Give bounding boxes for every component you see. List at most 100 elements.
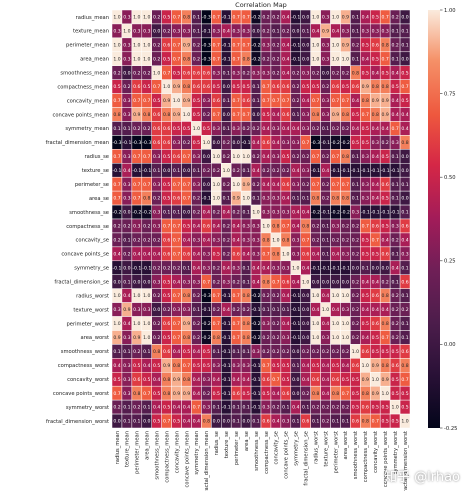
cell-annotation: 0.5 xyxy=(133,363,140,369)
cell-annotation: 0.7 xyxy=(133,98,140,104)
cell-annotation: 0.4 xyxy=(272,140,279,146)
cell-annotation: 0.2 xyxy=(272,168,279,174)
cell-annotation: 0.2 xyxy=(322,405,329,411)
cell-annotation: 0.5 xyxy=(302,84,309,90)
cell-annotation: 0.1 xyxy=(352,154,359,160)
cell-annotation: 0.1 xyxy=(322,126,329,132)
cell-annotation: 0.7 xyxy=(362,224,369,230)
cell-annotation: 0.1 xyxy=(352,56,359,62)
cell-annotation: 0.3 xyxy=(322,112,329,118)
column-label: compactness_worst xyxy=(363,431,369,482)
cell-annotation: 0.0 xyxy=(302,307,309,313)
cell-annotation: 0.3 xyxy=(322,335,329,341)
cell-annotation: 0.5 xyxy=(401,98,408,104)
cell-annotation: 0.1 xyxy=(242,168,249,174)
cell-annotation: 0.2 xyxy=(292,70,299,76)
cell-annotation: 0.7 xyxy=(173,321,180,327)
cell-annotation: 0.4 xyxy=(262,154,269,160)
cell-annotation: 0.0 xyxy=(312,279,319,285)
cell-annotation: -0.2 xyxy=(252,321,261,327)
cell-annotation: 0.7 xyxy=(213,56,220,62)
cell-annotation: 0.0 xyxy=(213,419,220,425)
column-label: perimeter_worst xyxy=(333,431,339,474)
cell-annotation: 0.2 xyxy=(352,251,359,257)
cell-annotation: 0.3 xyxy=(262,321,269,327)
cell-annotation: 0.1 xyxy=(223,126,230,132)
cell-annotation: 0.4 xyxy=(262,182,269,188)
cell-annotation: 0.6 xyxy=(282,112,289,118)
cell-annotation: 0.2 xyxy=(391,335,398,341)
cell-annotation: -0.1 xyxy=(202,307,211,313)
cell-annotation: -0.1 xyxy=(252,307,261,313)
cell-annotation: 0.1 xyxy=(362,265,369,271)
cell-annotation: 0.6 xyxy=(272,84,279,90)
cell-annotation: 0.6 xyxy=(163,251,170,257)
cell-annotation: 0.4 xyxy=(153,405,160,411)
cell-annotation: 1.0 xyxy=(312,293,319,299)
cell-annotation: 0.3 xyxy=(203,251,210,257)
cell-annotation: 0.3 xyxy=(322,98,329,104)
cell-annotation: 0.9 xyxy=(382,112,389,118)
cell-annotation: 0.8 xyxy=(143,196,150,202)
cell-annotation: 0.3 xyxy=(302,168,309,174)
cell-annotation: 0.2 xyxy=(282,168,289,174)
cell-annotation: 1.0 xyxy=(332,335,339,341)
cell-annotation: 0.4 xyxy=(372,307,379,313)
cell-annotation: 0.3 xyxy=(183,29,190,35)
cell-annotation: 0.4 xyxy=(332,29,339,35)
cell-annotation: 0.2 xyxy=(391,321,398,327)
row-label: texture_worst xyxy=(73,307,109,313)
cell-annotation: 1.0 xyxy=(133,42,140,48)
cell-annotation: 0.8 xyxy=(133,391,140,397)
cell-annotation: 0.5 xyxy=(382,70,389,76)
cell-annotation: 0.4 xyxy=(391,98,398,104)
cell-annotation: 0.1 xyxy=(193,307,200,313)
cell-annotation: 0.8 xyxy=(382,84,389,90)
cell-annotation: 1.0 xyxy=(352,349,359,355)
cell-annotation: 0.4 xyxy=(292,210,299,216)
cell-annotation: 0.5 xyxy=(362,251,369,257)
cell-annotation: 0.2 xyxy=(193,42,200,48)
cell-annotation: 0.6 xyxy=(282,391,289,397)
cell-annotation: 0.1 xyxy=(123,419,130,425)
cell-annotation: 0.1 xyxy=(193,168,200,174)
cell-annotation: 0.1 xyxy=(153,168,160,174)
cell-annotation: 0.3 xyxy=(153,154,160,160)
cell-annotation: 0.4 xyxy=(233,377,240,383)
cell-annotation: 0.4 xyxy=(292,168,299,174)
row-label: symmetry_se xyxy=(74,266,109,272)
cell-annotation: 0.1 xyxy=(252,84,259,90)
cell-annotation: 0.1 xyxy=(223,70,230,76)
cell-annotation: 0.7 xyxy=(401,377,408,383)
cell-annotation: 0.0 xyxy=(252,29,259,35)
cell-annotation: 0.8 xyxy=(183,15,190,21)
cell-annotation: 0.3 xyxy=(203,405,210,411)
cell-annotation: 0.0 xyxy=(183,168,190,174)
cell-annotation: 0.1 xyxy=(143,349,150,355)
cell-annotation: 0.2 xyxy=(242,126,249,132)
cell-annotation: 0.2 xyxy=(133,405,140,411)
cell-annotation: 0.7 xyxy=(233,98,240,104)
cell-annotation: 0.1 xyxy=(352,182,359,188)
cell-annotation: 0.3 xyxy=(242,224,249,230)
cell-annotation: 0.3 xyxy=(233,29,240,35)
cell-annotation: 0.2 xyxy=(153,42,160,48)
cell-annotation: 0.2 xyxy=(292,154,299,160)
cell-annotation: 0.9 xyxy=(372,98,379,104)
cell-annotation: 0.3 xyxy=(213,363,220,369)
cell-annotation: 0.3 xyxy=(382,29,389,35)
cell-annotation: 0.9 xyxy=(113,335,120,341)
cell-annotation: 0.5 xyxy=(382,224,389,230)
cell-annotation: 0.3 xyxy=(123,335,130,341)
cell-annotation: 0.4 xyxy=(292,126,299,132)
cell-annotation: 0.1 xyxy=(401,321,408,327)
cell-annotation: -0.1 xyxy=(242,140,251,146)
row-label: radius_mean xyxy=(76,15,109,21)
cell-annotation: 0.5 xyxy=(193,140,200,146)
cell-annotation: 0.2 xyxy=(332,349,339,355)
cell-annotation: 0.0 xyxy=(292,29,299,35)
cell-annotation: 0.2 xyxy=(272,70,279,76)
cell-annotation: 0.4 xyxy=(401,112,408,118)
cell-annotation: 0.5 xyxy=(213,251,220,257)
cell-annotation: 0.8 xyxy=(242,293,249,299)
